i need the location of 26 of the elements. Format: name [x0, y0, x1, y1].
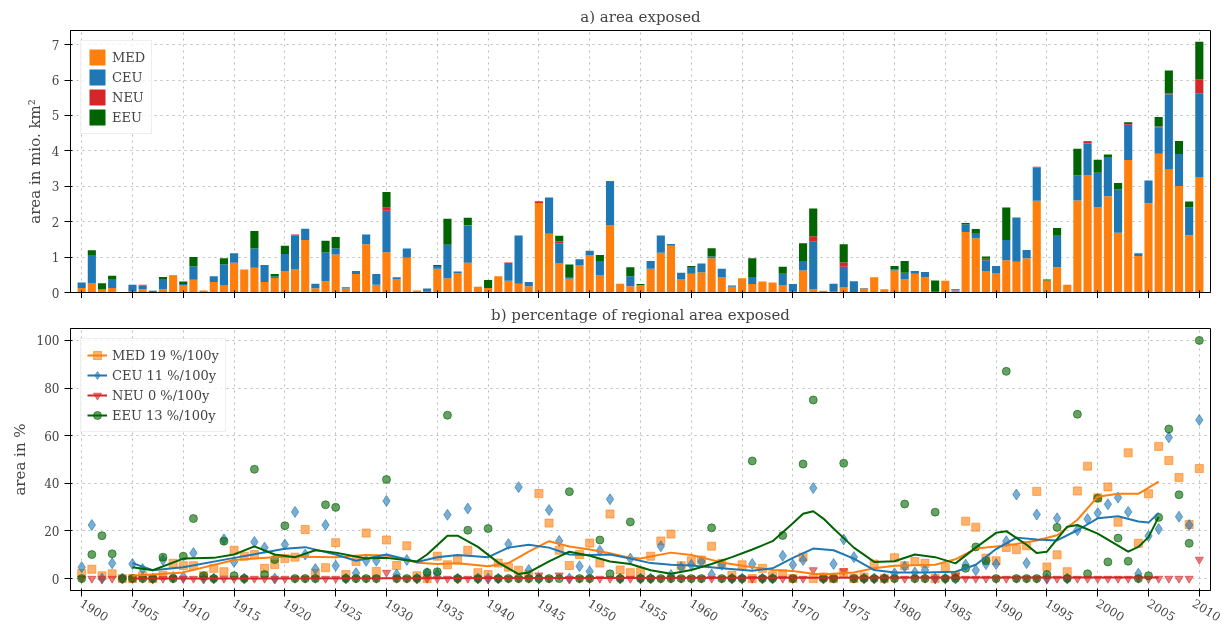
y-tick-label: 7 — [51, 38, 60, 53]
chart-title: a) area exposed — [580, 7, 702, 26]
chart-title: b) percentage of regional area exposed — [491, 305, 791, 324]
legend-label: CEU — [112, 69, 143, 85]
legend-label: CEU 11 %/100y — [112, 367, 217, 383]
y-tick-label: 3 — [51, 180, 60, 195]
y-tick-label: 5 — [51, 109, 60, 124]
legend-label: MED 19 %/100y — [112, 347, 219, 363]
y-tick-label: 2 — [51, 215, 60, 230]
y-tick-label: 20 — [44, 524, 60, 539]
y-tick-label: 0 — [51, 572, 60, 587]
legend-label: MED — [112, 49, 146, 65]
y-axis-title: area in mio. km² — [25, 99, 44, 224]
y-tick-label: 60 — [44, 429, 60, 444]
legend-label: EEU 13 %/100y — [112, 407, 216, 423]
y-tick-label: 80 — [44, 382, 60, 397]
y-tick-label: 6 — [51, 74, 60, 89]
y-tick-label: 4 — [51, 144, 60, 159]
y-tick-label: 0 — [51, 286, 60, 301]
legend-label: NEU — [112, 89, 144, 105]
legend-label: NEU 0 %/100y — [112, 387, 210, 403]
y-tick-label: 1 — [51, 251, 60, 266]
y-tick-label: 100 — [36, 334, 60, 349]
legend-label: EEU — [112, 109, 142, 125]
y-axis-title: area in % — [10, 423, 29, 496]
y-tick-label: 40 — [44, 477, 60, 492]
